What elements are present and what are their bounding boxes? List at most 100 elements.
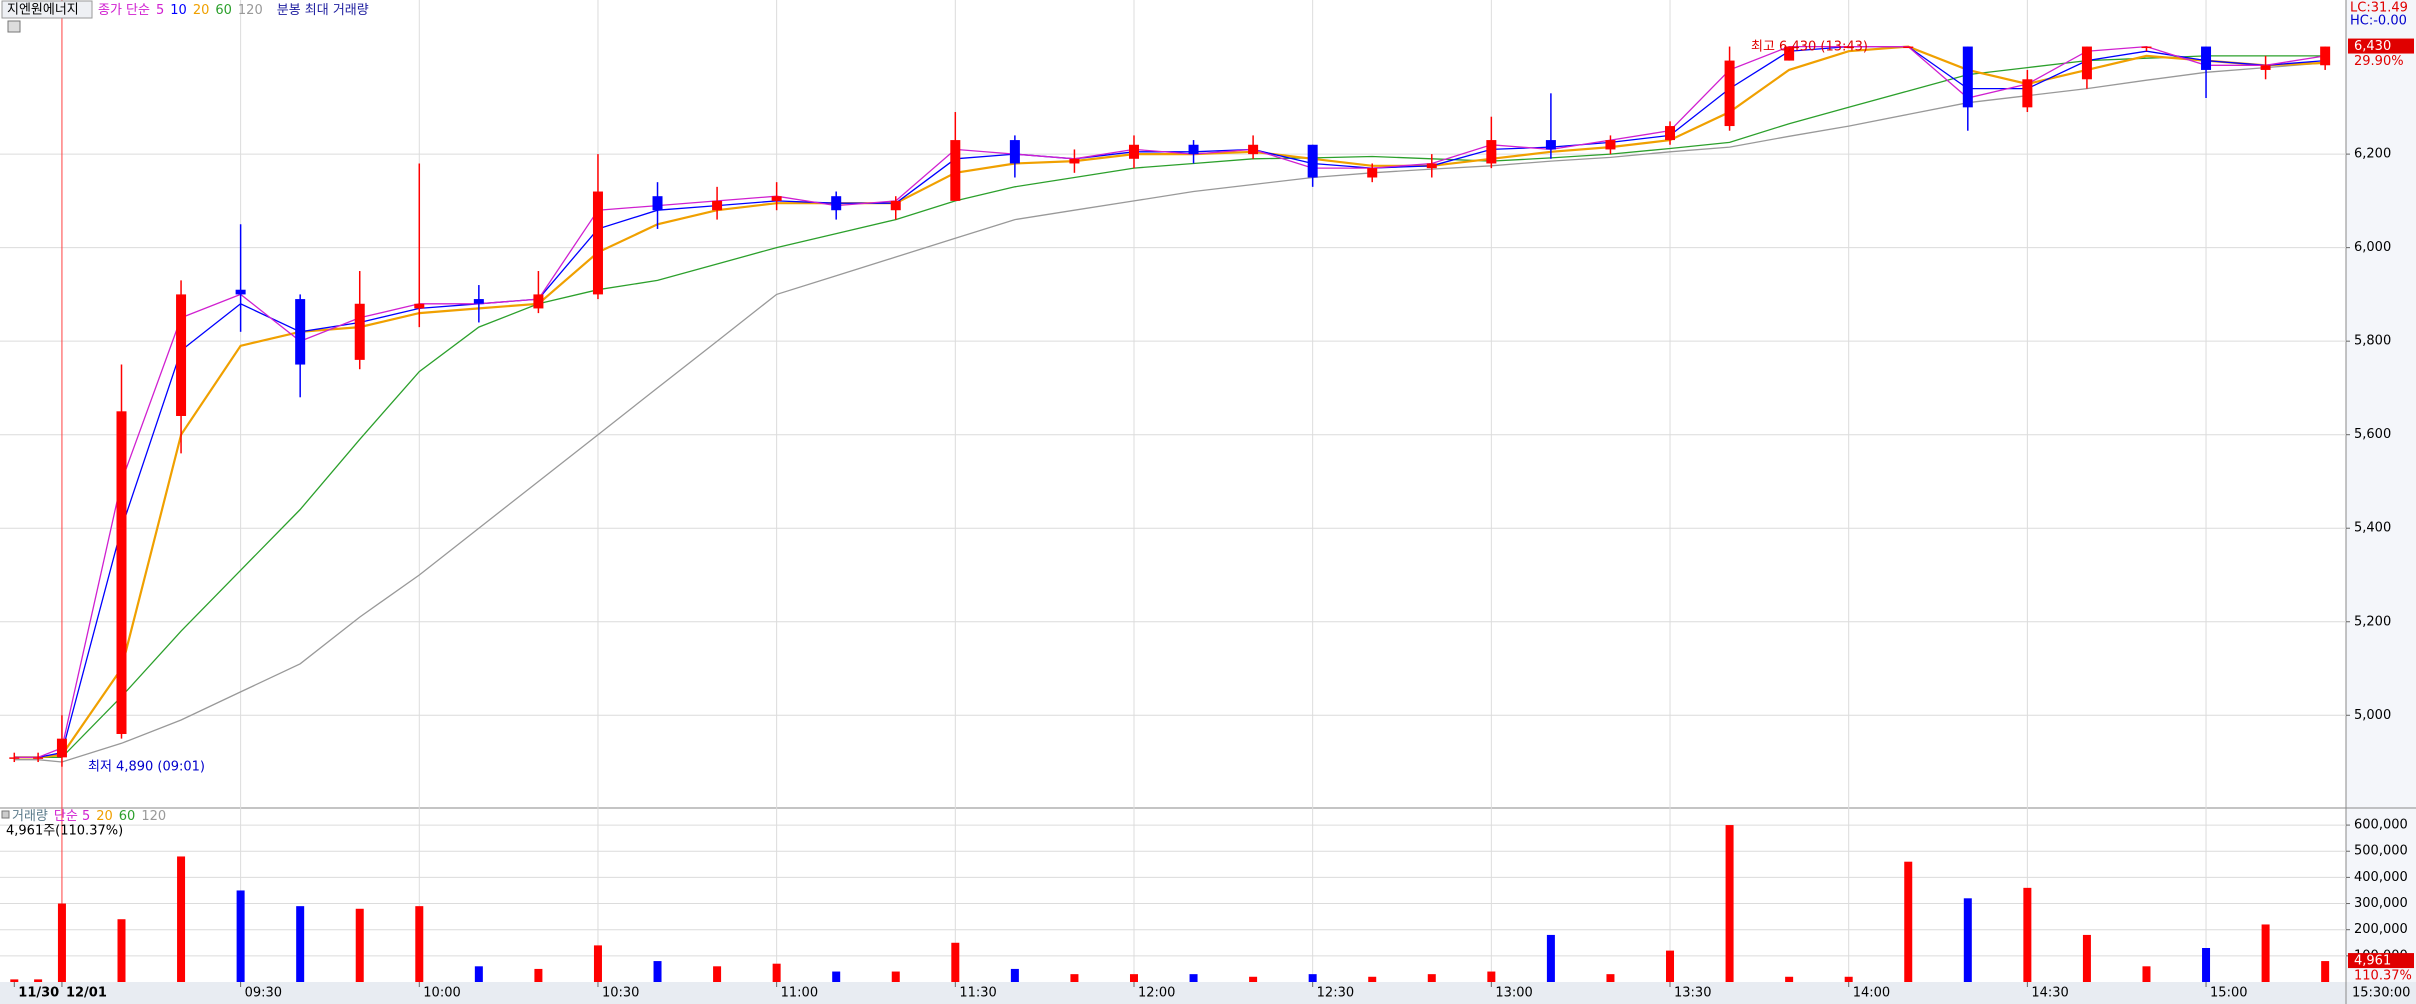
candle-body [1426,163,1437,169]
subtitle: 분봉 최대 거래량 [277,3,369,18]
legend-prefix: 종가 단순 [98,3,150,18]
candle-body [414,303,425,309]
volume-bar [832,971,841,982]
x-tick-label: 10:30 [602,986,639,1001]
y-tick-label: 200,000 [2354,922,2408,937]
ma-line [14,62,2326,763]
candle-body [1665,126,1676,141]
volume-bar [593,945,602,982]
volume-bar [1785,976,1794,982]
x-tick-label: 13:30 [1674,986,1711,1001]
volume-bar [1546,934,1555,982]
candle-body [831,196,842,211]
candle-body [235,289,246,295]
candle-body [1784,46,1795,61]
volume-bar [474,966,483,982]
volume-bar [1189,974,1198,982]
volume-bar [1606,974,1615,982]
candle-body [9,757,20,759]
volume-bar [2142,966,2151,982]
volume-bar [1129,974,1138,982]
last-price-box [2348,38,2414,54]
time-axis-panel [0,982,2416,1004]
volume-summary: 4,961주(110.37%) [6,824,123,839]
candle-body [1128,144,1139,159]
candle-body [2201,46,2212,70]
candle-body [1843,46,1854,49]
volume-bar [415,906,424,982]
volume-legend-prefix: 거래량 [12,809,48,824]
legend: 종가 단순 5 10 20 60 120 분봉 최대 거래량 [98,3,369,18]
hc-label: HC:-0.00 [2350,14,2407,29]
end-time-label: 15:30:00 [2352,986,2410,1001]
volume-bar [1844,976,1853,982]
volume-bar [177,856,186,982]
candle-body [2320,46,2331,66]
volume-bar [1666,950,1675,982]
high-annotation: 최고 6,430 (13:43) [1751,40,1868,55]
candle-body [890,200,901,211]
candle-body [1903,46,1914,49]
low-annotation: 최저 4,890 (09:01) [88,760,205,775]
candle-body [1248,144,1259,155]
candle-body [295,299,306,365]
volume-bar [891,971,900,982]
x-tick-label: 10:00 [423,986,460,1001]
volume-bar [355,908,364,982]
candle-body [2260,65,2271,70]
volume-bar [1963,898,1972,982]
y-tick-label: 6,200 [2354,147,2391,162]
legend-icon [1,810,10,819]
y-tick-label: 6,000 [2354,240,2391,255]
volume-bar [10,979,19,982]
candle-body [2022,79,2033,108]
y-tick-label: 5,000 [2354,708,2391,723]
volume-bar [57,903,66,982]
candle-body [33,757,44,759]
volume-bar [1010,968,1019,982]
volume-bar [1427,974,1436,982]
volume-bar [1070,974,1079,982]
last-change-label: 29.90% [2354,54,2404,69]
last-price-label: 6,430 [2354,39,2391,54]
legend-entry: 120 [238,3,263,18]
candle-body [771,196,782,201]
legend-entry: 10 [170,3,187,18]
y-tick-label: 5,400 [2354,521,2391,536]
volume-bar [772,963,781,982]
menu-icon[interactable] [7,20,21,33]
legend-entry: 60 [215,3,232,18]
y-tick-label: 5,800 [2354,334,2391,349]
volume-bar [1904,861,1913,982]
volume-legend-entry: 단순 5 [54,809,90,824]
x-tick-label: 15:00 [2210,986,2247,1001]
x-tick-label: 11:00 [781,986,818,1001]
volume-bar [236,890,245,982]
x-tick-label: 12:00 [1138,986,1175,1001]
candle-body [592,191,603,295]
candle-body [1188,144,1199,155]
candle-body [1724,60,1735,127]
candle-body [1545,140,1556,150]
last-volume-box [2348,953,2414,969]
volume-bar [2023,887,2032,982]
volume-bar [2082,934,2091,982]
volume-bar [2202,948,2211,982]
lc-label: LC:31.49 [2350,1,2408,16]
candle-body [176,294,187,416]
volume-bar [951,942,960,982]
volume-legend: 거래량 단순 5 20 60 120 [12,809,166,824]
volume-bar [2261,924,2270,982]
candle-body [652,196,663,211]
volume-bar [2321,961,2330,982]
axis-panel [2346,0,2416,1004]
candle-body [950,140,961,201]
volume-legend-entry: 120 [141,809,166,824]
y-tick-label: 400,000 [2354,870,2408,885]
volume-legend-entry: 60 [119,809,136,824]
legend-entry: 5 [156,3,164,18]
candle-body [116,411,127,734]
chart-title: 지엔원에너지 [7,3,79,18]
x-tick-label: 13:00 [1495,986,1532,1001]
x-tick-label: 14:30 [2031,986,2068,1001]
